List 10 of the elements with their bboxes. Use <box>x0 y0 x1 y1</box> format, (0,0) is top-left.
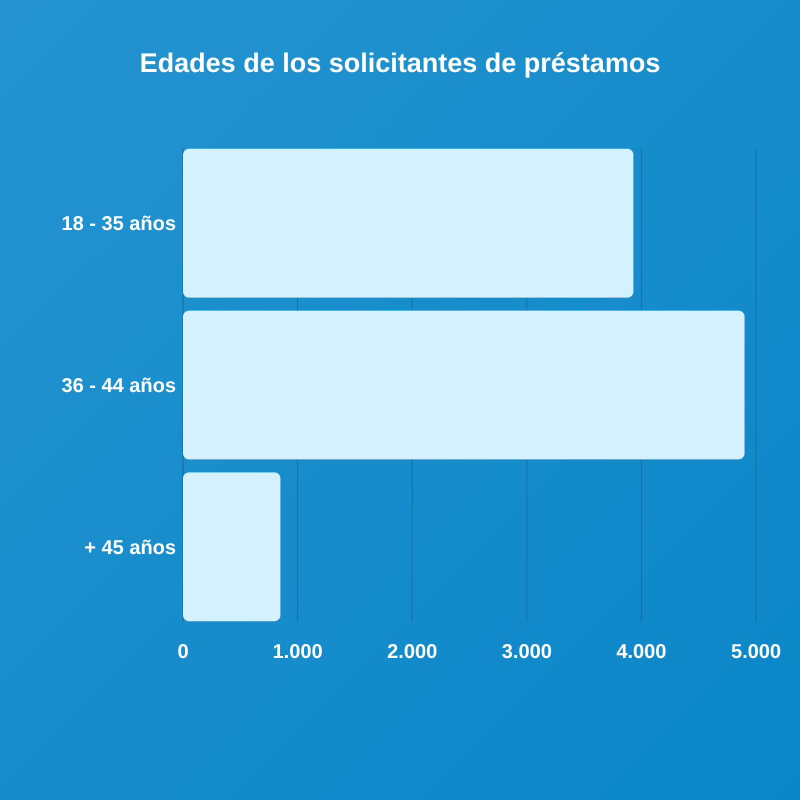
x-tick-label: 3.000 <box>502 641 552 663</box>
x-tick-label: 5.000 <box>730 641 782 663</box>
x-tick-label: 2.000 <box>387 641 438 663</box>
x-tick-label: 1.000 <box>272 641 323 663</box>
y-tick-label: 18 - 35 años <box>61 213 176 236</box>
x-tick-label: 4.000 <box>616 641 666 663</box>
x-tick-label: 0 <box>177 641 189 663</box>
y-tick-label: + 45 años <box>84 536 176 559</box>
y-tick-label: 36 - 44 años <box>61 375 176 397</box>
chart-title: Edades de los solicitantes de préstamos <box>140 48 660 78</box>
